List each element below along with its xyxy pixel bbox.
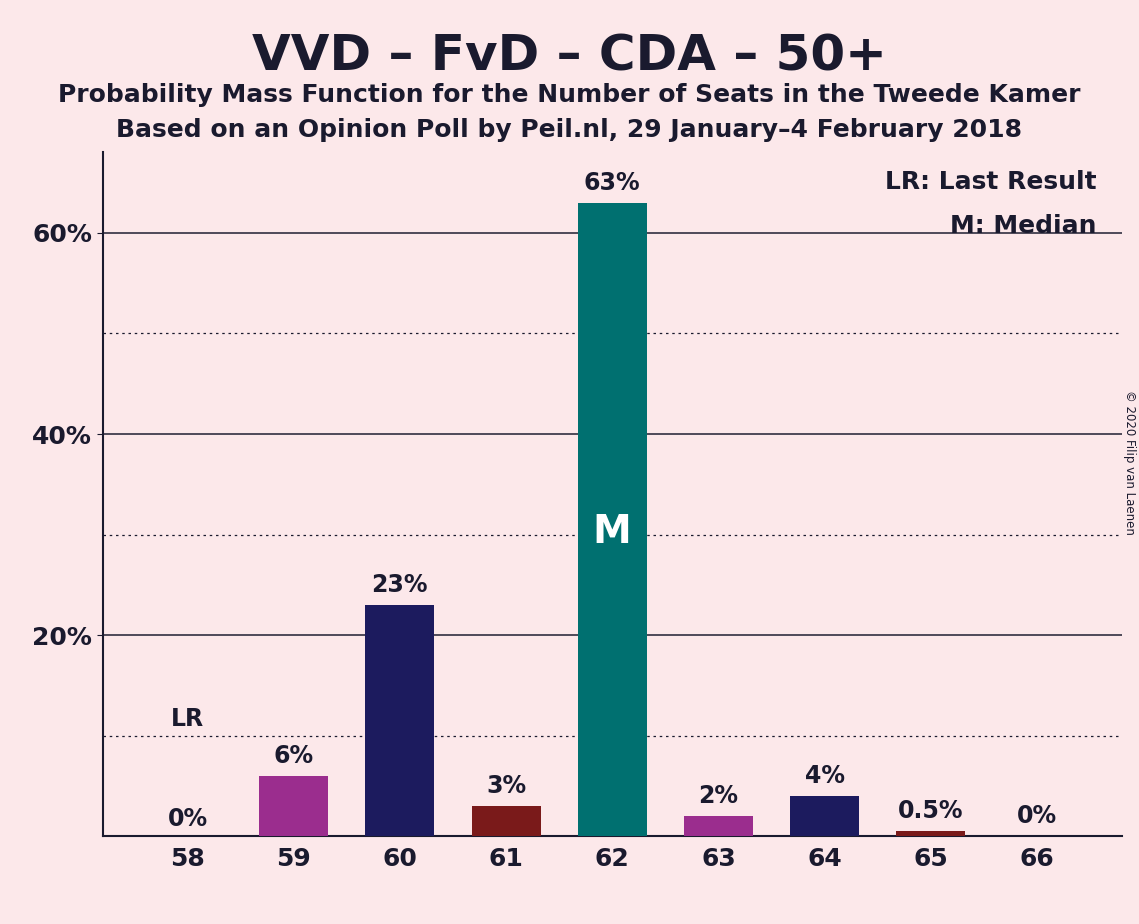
Text: 6%: 6% bbox=[273, 744, 313, 768]
Text: M: Median: M: Median bbox=[950, 214, 1097, 238]
Bar bbox=[472, 806, 541, 836]
Text: 3%: 3% bbox=[486, 774, 526, 798]
Bar bbox=[896, 832, 965, 836]
Text: M: M bbox=[592, 513, 632, 551]
Bar bbox=[366, 605, 434, 836]
Text: LR: LR bbox=[171, 707, 204, 731]
Text: VVD – FvD – CDA – 50+: VVD – FvD – CDA – 50+ bbox=[252, 32, 887, 80]
Text: 2%: 2% bbox=[698, 784, 738, 808]
Text: © 2020 Filip van Laenen: © 2020 Filip van Laenen bbox=[1123, 390, 1137, 534]
Bar bbox=[577, 202, 647, 836]
Bar bbox=[790, 796, 859, 836]
Bar bbox=[260, 776, 328, 836]
Text: Probability Mass Function for the Number of Seats in the Tweede Kamer: Probability Mass Function for the Number… bbox=[58, 83, 1081, 107]
Bar bbox=[683, 816, 753, 836]
Text: 0%: 0% bbox=[1017, 804, 1057, 828]
Text: 63%: 63% bbox=[584, 171, 640, 195]
Text: 23%: 23% bbox=[371, 573, 428, 597]
Text: 0%: 0% bbox=[167, 808, 207, 832]
Text: LR: Last Result: LR: Last Result bbox=[885, 170, 1097, 193]
Text: 4%: 4% bbox=[804, 764, 845, 788]
Text: Based on an Opinion Poll by Peil.nl, 29 January–4 February 2018: Based on an Opinion Poll by Peil.nl, 29 … bbox=[116, 118, 1023, 142]
Text: 0.5%: 0.5% bbox=[898, 799, 964, 823]
